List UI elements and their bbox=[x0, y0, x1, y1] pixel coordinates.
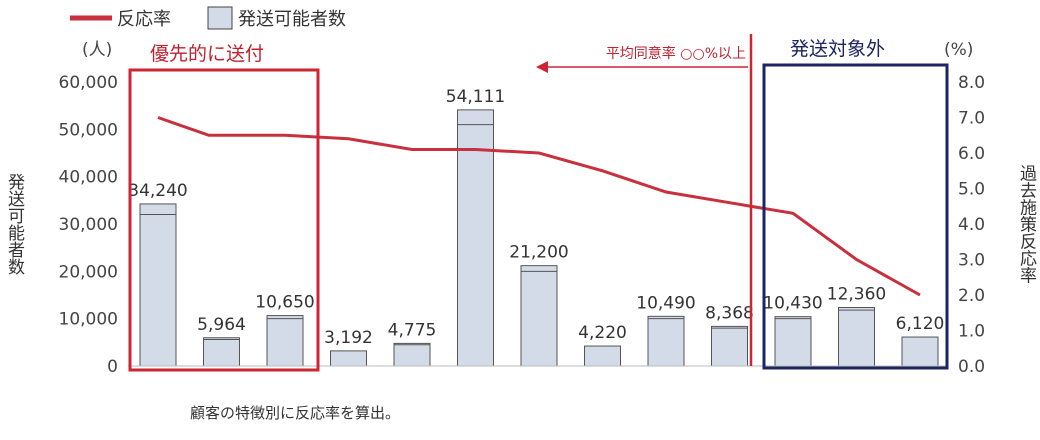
bar bbox=[139, 203, 177, 367]
y-left-tick: 60,000 bbox=[59, 73, 118, 93]
legend: 反応率 発送可能者数 bbox=[70, 6, 346, 30]
excluded-label: 発送対象外 bbox=[790, 38, 885, 60]
bar-value-label: 4,220 bbox=[578, 323, 627, 343]
bar-value-label: 54,111 bbox=[446, 87, 505, 107]
y-left-tick: 20,000 bbox=[59, 262, 118, 282]
y-right-tick: 6.0 bbox=[958, 144, 985, 164]
bar bbox=[520, 265, 558, 367]
y-right-tick: 2.0 bbox=[958, 286, 985, 306]
bar bbox=[774, 316, 812, 367]
y-left-tick: 50,000 bbox=[59, 120, 118, 140]
bar bbox=[838, 306, 875, 367]
y-right-ticks: 0.0 1.0 2.0 3.0 4.0 5.0 6.0 7.0 8.0 bbox=[958, 73, 985, 377]
bar bbox=[266, 315, 304, 367]
y-right-title: 過去施策反応率 bbox=[1016, 164, 1037, 283]
bar-labels: 34,240 5,964 10,650 3,192 4,775 54,111 21,200 4… bbox=[128, 87, 944, 348]
bar bbox=[203, 337, 240, 367]
bar-value-label: 10,430 bbox=[763, 294, 822, 314]
y-right-tick: 1.0 bbox=[958, 322, 985, 342]
legend-bar-label: 発送可能者数 bbox=[238, 9, 346, 30]
threshold-label: 平均同意率 ○○%以上 bbox=[606, 45, 746, 62]
caption: 顧客の特徴別に反応率を算出。 bbox=[190, 404, 400, 422]
bar-value-label: 12,360 bbox=[827, 284, 886, 304]
bar-value-label: 4,775 bbox=[388, 320, 437, 340]
y-right-tick: 0.0 bbox=[958, 357, 985, 377]
bar bbox=[711, 325, 748, 367]
bar bbox=[647, 315, 685, 367]
bars bbox=[139, 109, 939, 367]
bar-value-label: 6,120 bbox=[896, 314, 945, 334]
legend-line-label: 反応率 bbox=[117, 9, 171, 30]
y-right-tick: 5.0 bbox=[958, 180, 985, 200]
threshold-arrow-head bbox=[536, 61, 548, 73]
bar bbox=[330, 350, 367, 367]
y-left-tick: 30,000 bbox=[59, 215, 118, 235]
y-left-title: 発送可能者数 bbox=[4, 173, 25, 275]
bar bbox=[901, 336, 939, 367]
bar-value-label: 3,192 bbox=[324, 328, 373, 348]
bar bbox=[584, 345, 621, 367]
y-right-tick: 7.0 bbox=[958, 109, 985, 129]
bar-value-label: 10,650 bbox=[255, 293, 314, 313]
y-left-tick: 0 bbox=[107, 357, 118, 377]
excluded-box bbox=[762, 63, 949, 370]
y-right-tick: 8.0 bbox=[958, 73, 985, 93]
bar-value-label: 34,240 bbox=[128, 181, 187, 201]
bar-value-label: 10,490 bbox=[636, 293, 695, 313]
y-left-tick: 10,000 bbox=[59, 310, 118, 330]
bar-value-label: 21,200 bbox=[509, 243, 568, 263]
y-right-tick: 4.0 bbox=[958, 215, 985, 235]
y-right-tick: 3.0 bbox=[958, 251, 985, 271]
y-left-tick: 40,000 bbox=[59, 168, 118, 188]
bar bbox=[393, 342, 431, 367]
bar-value-label: 8,368 bbox=[705, 303, 754, 323]
rate-line bbox=[157, 116, 921, 297]
priority-box bbox=[128, 68, 320, 372]
priority-label: 優先的に送付 bbox=[150, 43, 264, 65]
bar-value-label: 5,964 bbox=[197, 315, 246, 335]
legend-bar-swatch bbox=[207, 6, 233, 30]
y-left-ticks: 0 10,000 20,000 30,000 40,000 50,000 60,000 bbox=[59, 73, 118, 377]
bar bbox=[457, 109, 494, 367]
y-right-unit: (%) bbox=[944, 40, 973, 60]
y-left-unit: (人) bbox=[82, 40, 112, 60]
